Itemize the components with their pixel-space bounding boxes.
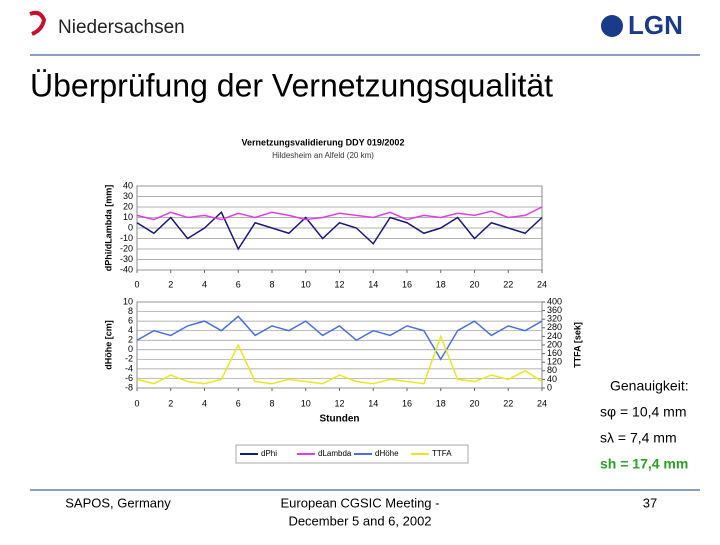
y2-tick-label: 240 — [547, 331, 562, 341]
x-tick-label: 2 — [168, 279, 173, 289]
footer-left: SAPOS, Germany — [65, 495, 171, 510]
legend-label: dHöhe — [375, 449, 399, 458]
x-tick-label: 14 — [368, 398, 378, 408]
x-axis-label: Stunden — [320, 414, 360, 425]
y-tick-label: 20 — [123, 201, 133, 211]
y-tick-label: 10 — [123, 212, 133, 222]
accuracy-line: sφ = 10,4 mm — [600, 404, 687, 420]
y-tick-label: -8 — [125, 382, 133, 392]
y-tick-label: 10 — [123, 296, 133, 306]
y-tick-label: 2 — [128, 335, 133, 345]
accuracy-line: sλ = 7,4 mm — [600, 430, 677, 446]
x-tick-label: 6 — [236, 398, 241, 408]
x-tick-label: 16 — [402, 398, 412, 408]
y2-tick-label: 320 — [547, 314, 562, 324]
series-line — [136, 210, 543, 251]
x-tick-label: 14 — [368, 279, 378, 289]
x-tick-label: 4 — [202, 279, 207, 289]
y2-tick-label: 120 — [547, 357, 562, 367]
y2-tick-label: 200 — [547, 339, 562, 349]
x-tick-label: 12 — [334, 279, 344, 289]
y-tick-label: -2 — [125, 354, 133, 364]
y2-tick-label: 360 — [547, 305, 562, 315]
y-tick-label: 0 — [128, 222, 133, 232]
x-tick-label: 10 — [301, 398, 311, 408]
x-tick-label: 24 — [537, 398, 547, 408]
x-tick-label: 20 — [469, 398, 479, 408]
legend-frame — [235, 444, 469, 464]
legend-label: TTFA — [432, 449, 452, 458]
y-tick-label: -10 — [120, 233, 133, 243]
y-tick-label: 30 — [123, 191, 133, 201]
y-tick-label: -4 — [125, 363, 133, 373]
y-axis-label: dPhi/dLambda [mm] — [103, 185, 113, 272]
y2-tick-label: 280 — [547, 322, 562, 332]
footer-center: December 5 and 6, 2002 — [288, 513, 431, 528]
plot-area — [136, 301, 543, 389]
y2-tick-label: 160 — [547, 348, 562, 358]
y-tick-label: 4 — [128, 325, 133, 335]
y2-tick-label: 40 — [547, 374, 557, 384]
lgn-logo-mark — [601, 15, 623, 37]
y-tick-label: -20 — [120, 243, 133, 253]
x-tick-label: 20 — [469, 279, 479, 289]
logo-mark — [29, 10, 47, 36]
y-tick-label: 0 — [128, 344, 133, 354]
y2-axis-label: TTFA [sek] — [572, 322, 582, 368]
x-tick-label: 18 — [436, 398, 446, 408]
x-tick-label: 22 — [503, 279, 513, 289]
accuracy-line: sh = 17,4 mm — [600, 456, 688, 472]
x-tick-label: 0 — [134, 398, 139, 408]
x-tick-label: 0 — [134, 279, 139, 289]
x-tick-label: 18 — [436, 279, 446, 289]
x-tick-label: 4 — [202, 398, 207, 408]
x-tick-label: 24 — [537, 279, 547, 289]
y-tick-label: 6 — [128, 315, 133, 325]
x-tick-label: 22 — [503, 398, 513, 408]
series-line — [136, 334, 543, 385]
slide-title: Überprüfung der Vernetzungsqualität — [30, 67, 553, 103]
legend-label: dPhi — [261, 449, 277, 458]
series-line — [136, 206, 543, 221]
x-tick-label: 10 — [301, 279, 311, 289]
y-tick-label: -40 — [120, 264, 133, 274]
accuracy-heading: Genauigkeit: — [610, 378, 689, 394]
footer-page: 37 — [643, 495, 657, 510]
header-right: LGN — [628, 10, 683, 40]
x-tick-label: 16 — [402, 279, 412, 289]
x-tick-label: 8 — [269, 398, 274, 408]
y-tick-label: 8 — [128, 306, 133, 316]
x-tick-label: 8 — [269, 279, 274, 289]
y-tick-label: 40 — [123, 180, 133, 190]
x-tick-label: 2 — [168, 398, 173, 408]
chart-title: Vernetzungsvalidierung DDY 019/2002 — [242, 137, 405, 147]
x-tick-label: 12 — [334, 398, 344, 408]
header-left: Niedersachsen — [58, 17, 185, 38]
legend-label: dLambda — [318, 449, 352, 458]
series-line — [136, 315, 543, 361]
y-axis-label: dHöhe [cm] — [103, 320, 113, 370]
footer-center: European CGSIC Meeting - — [281, 495, 440, 510]
y2-tick-label: 80 — [547, 365, 557, 375]
x-tick-label: 6 — [236, 279, 241, 289]
y-tick-label: -6 — [125, 373, 133, 383]
y2-tick-label: 400 — [547, 296, 562, 306]
y2-tick-label: 0 — [547, 382, 552, 392]
y-tick-label: -30 — [120, 254, 133, 264]
chart-subtitle: Hildesheim an Alfeld (20 km) — [272, 151, 374, 160]
